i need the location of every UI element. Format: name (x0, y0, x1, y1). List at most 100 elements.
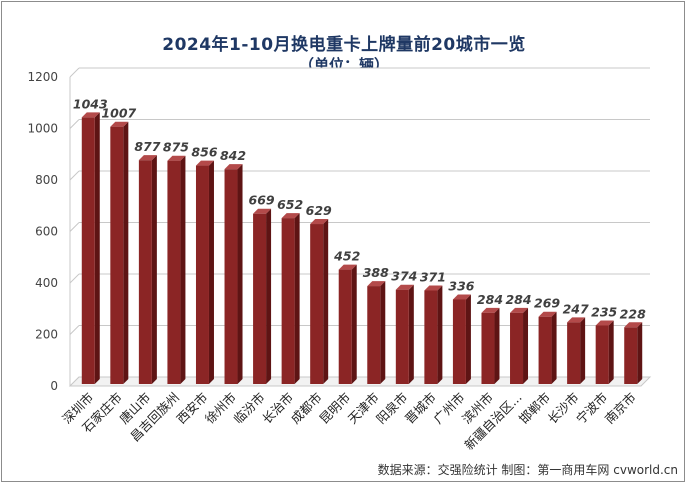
bar-side (465, 294, 471, 384)
y-tick-label: 1000 (27, 122, 58, 136)
x-tick-label: 广州市 (430, 390, 467, 427)
bar-top (510, 307, 529, 313)
bar (624, 327, 638, 384)
bar (81, 117, 95, 385)
y-tick-label: 600 (35, 225, 58, 239)
bar (281, 218, 295, 384)
x-tick-label: 临汾市 (231, 390, 268, 427)
data-label: 247 (563, 301, 589, 316)
bar-top (481, 307, 500, 313)
bar-side (494, 307, 500, 384)
y-tick-label: 1200 (27, 70, 58, 84)
bar-side (608, 320, 614, 384)
bar-side (523, 307, 529, 384)
chart-title: 2024年1-10月换电重卡上牌量前20城市一览 (162, 35, 526, 55)
x-tick-label: 天津市 (345, 390, 382, 427)
y-tick-label: 200 (35, 328, 58, 342)
bar-side (266, 208, 272, 384)
y-tick-label: 800 (35, 173, 58, 187)
bar (253, 213, 267, 384)
gridline-depth (69, 222, 80, 232)
data-label: 1007 (101, 106, 136, 121)
gridline-depth (69, 170, 80, 181)
x-tick-label: 晋城市 (402, 390, 439, 427)
bar-top (538, 311, 557, 317)
bar-side (180, 155, 186, 384)
x-tick-label: 南京市 (602, 390, 639, 427)
bar-top (567, 317, 586, 323)
data-label: 877 (134, 139, 160, 154)
bar-top (281, 213, 300, 219)
bar-side (351, 264, 357, 384)
bar (195, 165, 209, 384)
bar-side (551, 311, 557, 384)
bar-side (151, 155, 157, 384)
bar-side (94, 112, 100, 385)
bar-top (452, 294, 471, 300)
bar-top (138, 155, 157, 161)
bar-side (294, 213, 300, 384)
bar-side (580, 317, 586, 384)
x-tick-label: 徐州市 (202, 390, 239, 427)
bar-side (437, 285, 443, 384)
y-tick-label: 400 (35, 276, 58, 290)
bar (538, 316, 552, 384)
gridline-depth (69, 67, 80, 78)
x-tick-label: 长治市 (259, 390, 296, 427)
bar (367, 286, 381, 384)
bar-side (323, 219, 329, 384)
bar (452, 299, 466, 384)
gridline-depth (69, 325, 80, 335)
bar (110, 126, 124, 384)
bar (338, 269, 352, 384)
gridline-depth (69, 273, 80, 284)
bar (595, 325, 609, 384)
bar-top (424, 285, 443, 291)
x-tick-label: 宁波市 (573, 390, 610, 427)
y-tick-label: 0 (50, 379, 58, 393)
bar-top (110, 121, 129, 127)
bar-top (224, 164, 243, 170)
bar-top (595, 320, 614, 326)
data-label: 875 (163, 140, 189, 155)
bar-side (380, 281, 386, 384)
bar (510, 312, 524, 384)
bar-side (208, 160, 214, 384)
data-label: 228 (620, 306, 646, 321)
bar (138, 160, 152, 384)
data-label: 235 (591, 304, 617, 319)
x-tick-label: 成都市 (288, 390, 325, 427)
bar-top (310, 219, 329, 225)
bar-top (253, 208, 272, 214)
bar-side (408, 284, 414, 384)
bar (395, 289, 409, 384)
data-label: 336 (448, 278, 474, 293)
bar-top (624, 322, 643, 328)
data-label: 1043 (73, 96, 108, 111)
x-tick-label: 西安市 (173, 390, 210, 427)
bar (481, 312, 495, 384)
data-label: 452 (333, 249, 360, 264)
data-label: 652 (277, 197, 303, 212)
bar-top (81, 112, 100, 118)
data-label: 856 (191, 145, 217, 160)
bar (224, 169, 238, 384)
bar-top (367, 281, 386, 287)
data-label: 629 (306, 203, 332, 218)
data-label: 284 (505, 292, 531, 307)
bar (424, 290, 438, 384)
data-label: 371 (420, 269, 446, 284)
bar (167, 160, 181, 384)
x-tick-label: 长沙市 (545, 390, 582, 427)
source-note: 数据来源：交强险统计 制图：第一商用车网 cvworld.cn (377, 463, 678, 477)
data-label: 842 (220, 148, 246, 163)
x-tick-label: 阳泉市 (373, 390, 410, 427)
bar-side (237, 164, 243, 384)
bar-side (637, 322, 643, 384)
data-label: 284 (477, 292, 503, 307)
x-tick-label: 邯郸市 (516, 390, 553, 427)
bar-top (195, 160, 214, 166)
bar-top (167, 155, 186, 161)
bar (310, 224, 324, 384)
